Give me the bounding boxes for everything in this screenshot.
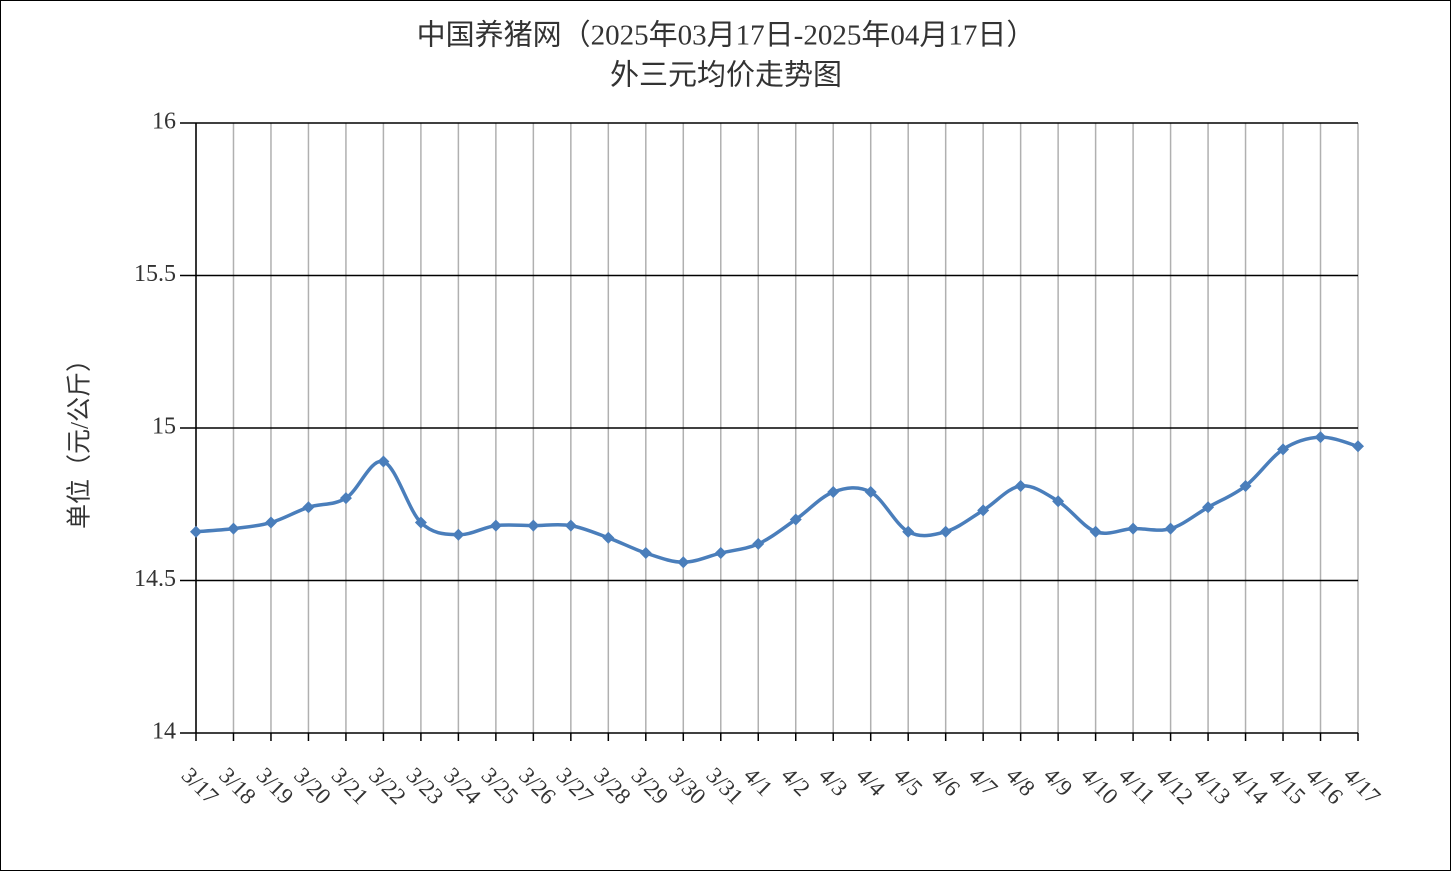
marker: [1239, 479, 1252, 492]
y-tick-label: 15: [152, 414, 176, 440]
marker: [227, 522, 240, 535]
marker: [1052, 495, 1065, 508]
marker: [414, 516, 427, 529]
y-tick-label: 14.5: [134, 566, 176, 592]
marker: [639, 547, 652, 560]
marker: [1352, 440, 1364, 453]
marker: [564, 519, 577, 532]
marker: [1277, 443, 1290, 456]
marker: [302, 501, 315, 514]
y-tick-label: 15.5: [134, 261, 176, 287]
marker: [339, 492, 352, 505]
marker: [452, 528, 465, 541]
marker: [977, 504, 990, 517]
marker: [602, 531, 615, 544]
marker: [1314, 431, 1327, 444]
marker: [1014, 479, 1027, 492]
marker: [1089, 525, 1102, 538]
chart-subtitle: 外三元均价走势图: [610, 59, 842, 92]
marker: [939, 525, 952, 538]
y-axis-label: 单位（元/公斤）: [66, 347, 94, 529]
marker: [752, 537, 765, 550]
marker: [489, 519, 502, 532]
marker: [377, 455, 390, 468]
marker: [677, 556, 690, 569]
marker: [902, 525, 915, 538]
y-tick-label: 14: [152, 719, 176, 745]
marker: [1127, 522, 1140, 535]
y-tick-label: 16: [152, 109, 176, 135]
marker: [1202, 501, 1215, 514]
marker: [714, 547, 727, 560]
marker: [190, 525, 202, 538]
marker: [789, 513, 802, 526]
marker: [827, 486, 840, 499]
marker: [864, 486, 877, 499]
marker: [1164, 522, 1177, 535]
chart-title: 中国养猪网（2025年03月17日-2025年04月17日）: [417, 19, 1036, 52]
marker: [527, 519, 540, 532]
marker: [264, 516, 277, 529]
